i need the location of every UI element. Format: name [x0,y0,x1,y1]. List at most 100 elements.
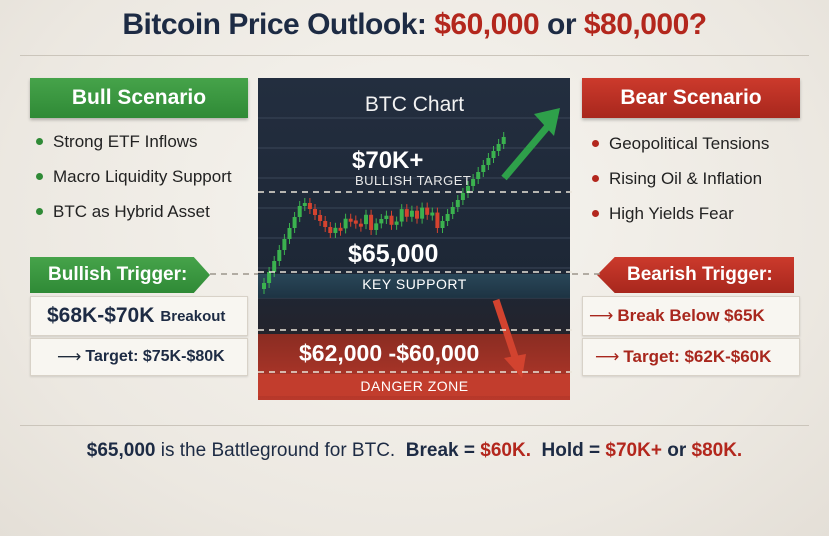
candle-body [292,217,297,228]
bullet-icon [592,175,599,182]
footer-hold-value: $70K+ [605,440,662,461]
bullet-icon [36,173,43,180]
title-or: or [547,8,577,41]
key-support-band [258,274,570,298]
title-divider [20,55,809,56]
candle-body [496,144,501,151]
candle-body [420,207,425,219]
candle-body [409,210,414,217]
candle-body [323,221,328,227]
bear-break-text: Break Below $65K [617,306,765,325]
bull-scenario-header: Bull Scenario [30,78,248,118]
candle-body [379,219,384,224]
bull-arrow-shaft [501,123,551,181]
candle-body [287,228,292,239]
bull-item: Macro Liquidity Support [36,159,232,194]
candle-body [364,214,368,225]
chart-title: BTC Chart [364,93,465,116]
candle-body [348,218,353,222]
title-text: Bitcoin Price Outlook: [122,8,427,41]
bull-item-label: BTC as Hybrid Asset [53,201,210,221]
bear-item-label: Rising Oil & Inflation [609,168,763,188]
page-title: Bitcoin Price Outlook: $60,000 or $80,00… [0,8,829,42]
title-option-2: $80,000? [583,8,707,41]
candle-body [313,209,317,215]
candle-body [272,261,277,272]
candle-body [318,215,323,221]
candle-body [425,207,430,215]
footer-hold: Hold = [541,440,601,461]
bear-scenario-header: Bear Scenario [582,78,800,118]
candle-body [267,272,272,283]
candle-body [460,193,465,200]
bull-target: Target: $75K-$80K [85,348,225,365]
arrow-right-icon: ⟶ [57,347,82,366]
bear-item-label: Geopolitical Tensions [609,133,770,153]
candle-body [486,158,491,165]
candle-body [353,220,358,224]
candle-body [338,227,343,231]
candle-body [307,203,312,209]
candle-body [430,212,435,216]
bull-item-label: Strong ETF Inflows [53,131,198,151]
bear-item: Geopolitical Tensions [592,126,769,161]
footer-break: Break = [405,440,475,461]
bullish-target-value: $70K+ [352,147,424,174]
candle-body [399,209,404,222]
candle-body [384,215,389,220]
candle-body [389,215,394,225]
breakout-word: Breakout [160,307,226,325]
candle-body [374,223,379,230]
arrow-down-icon [504,354,526,378]
danger-zone-value: $62,000 -$60,000 [299,340,480,366]
candle-body [471,179,476,186]
candle-body [415,210,419,219]
footer-divider [20,425,809,426]
bear-item: High Yields Fear [592,196,769,231]
bear-item-label: High Yields Fear [609,203,734,223]
candle-body [282,239,287,250]
bear-item: Rising Oil & Inflation [592,161,769,196]
candle-body [501,137,506,144]
arrow-right-icon: ⟶ [589,306,614,325]
candle-body [445,214,450,221]
candle-body [435,212,440,228]
bullet-icon [36,208,43,215]
bull-breakout-card: $68K-$70K Breakout [30,296,248,336]
bull-item-label: Macro Liquidity Support [53,166,232,186]
bull-target-card: ⟶ Target: $75K-$80K [30,338,248,376]
danger-zone-label: DANGER ZONE [360,378,469,394]
candle-body [404,209,409,217]
candle-body [277,250,282,261]
candle-body [491,151,496,158]
title-option-1: $60,000 [434,8,540,41]
footer-level: $65,000 [86,440,156,461]
candle-body [394,221,399,225]
candle-body [297,206,302,217]
bull-item: Strong ETF Inflows [36,124,232,159]
candle-body [328,227,333,233]
bull-list: Strong ETF Inflows Macro Liquidity Suppo… [36,124,232,229]
breakout-level: $68K-$70K [47,304,155,327]
candle-body [455,200,460,207]
footer-alt-value: $80K. [691,440,743,461]
key-support-value: $65,000 [348,240,439,268]
candle-body [481,165,486,172]
footer-text: is the Battleground for BTC. [160,440,396,461]
bull-item: BTC as Hybrid Asset [36,194,232,229]
candle-body [466,186,470,193]
key-support-label: KEY SUPPORT [362,276,467,292]
bullet-icon [36,138,43,145]
candle-body [343,218,348,229]
footer-or: or [667,440,687,461]
bear-target-card: ⟶ Target: $62K-$60K [582,338,800,376]
candle-body [358,223,363,227]
footer-break-value: $60K. [480,440,531,461]
danger-zone-strip [258,374,570,396]
arrow-up-icon [534,108,560,136]
candle-body [302,203,307,206]
candle-body [476,172,481,179]
bear-target: Target: $62K-$60K [623,347,772,366]
bullish-trigger-tag: Bullish Trigger: [30,257,210,293]
